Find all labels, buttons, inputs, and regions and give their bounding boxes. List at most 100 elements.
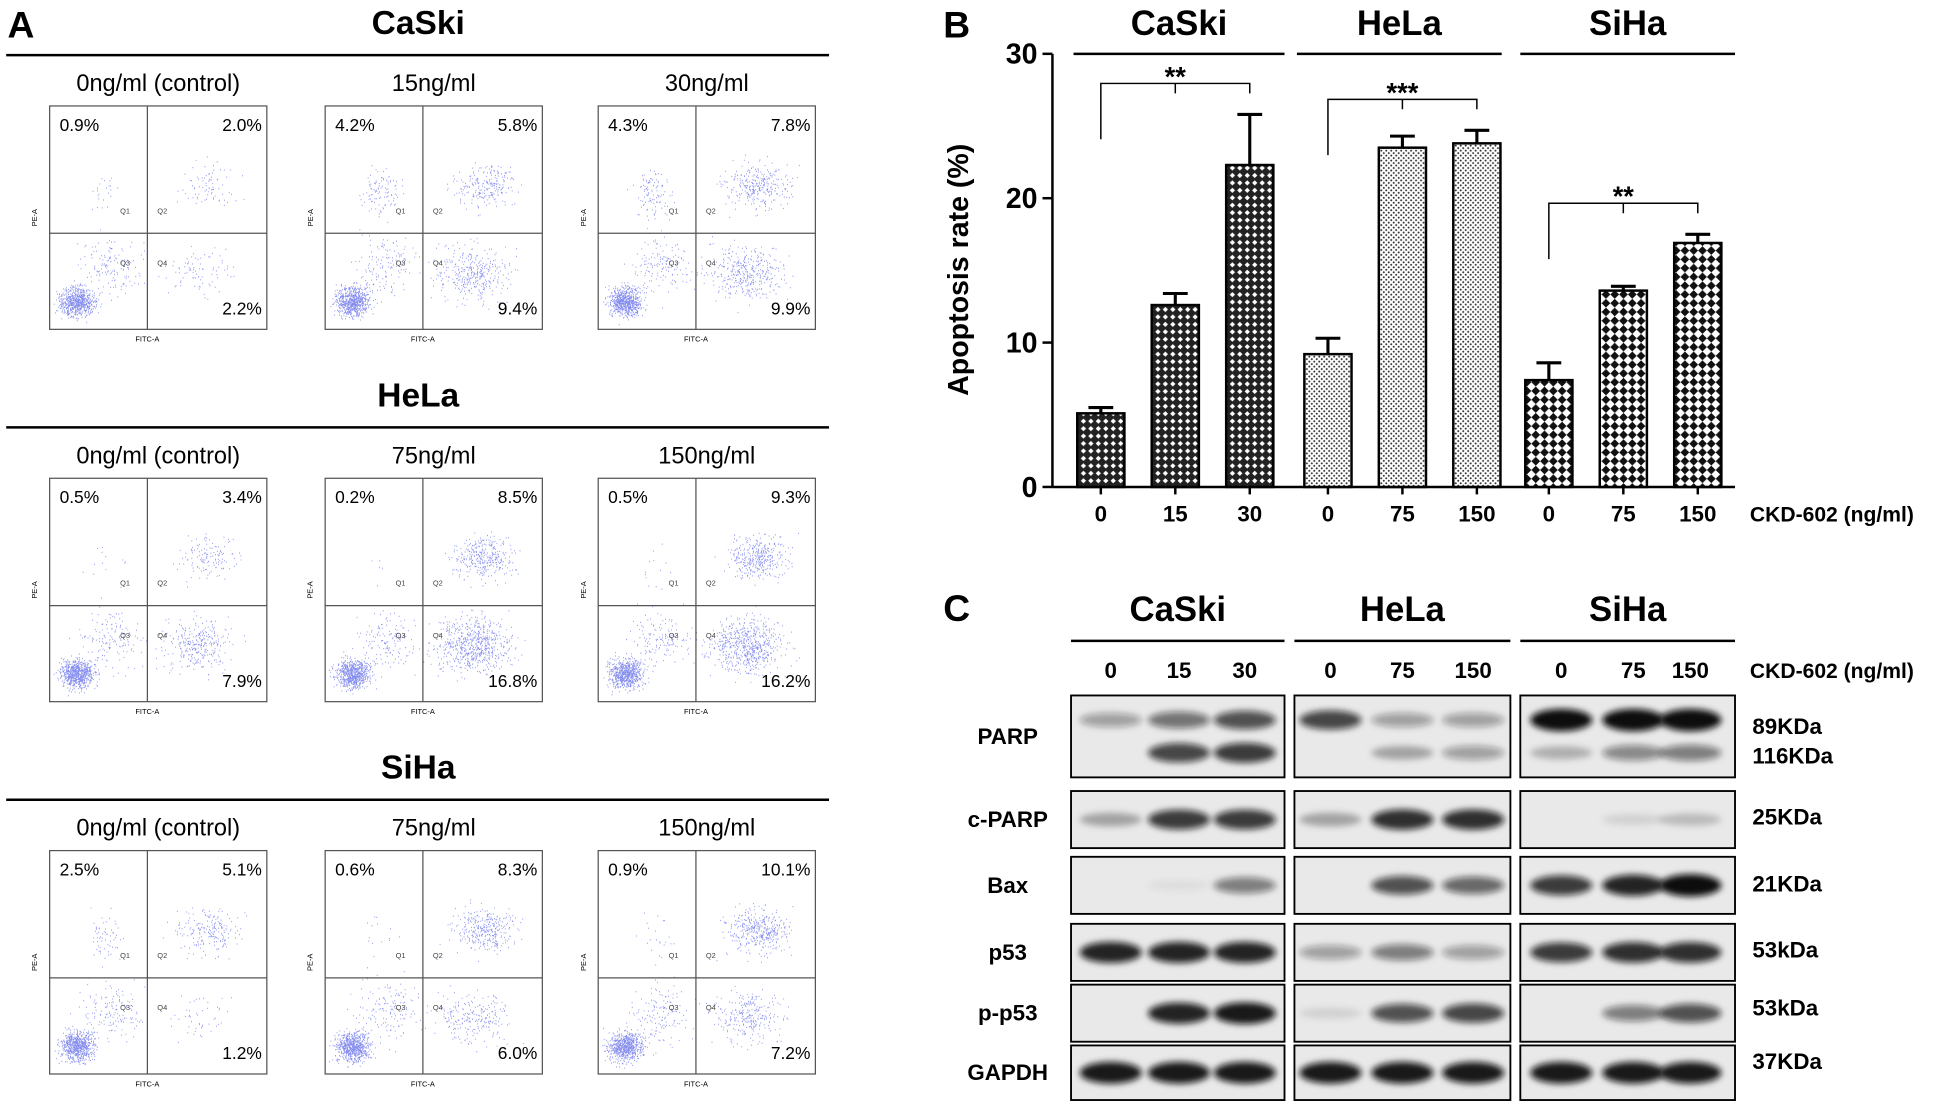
blot-band	[1371, 712, 1434, 728]
scatter-dots	[603, 532, 800, 696]
x-axis-label: FITC-A	[684, 335, 708, 344]
quadrant-label: Q4	[157, 1003, 167, 1012]
y-axis-label: PE-A	[30, 209, 39, 226]
quadrant-label: Q3	[669, 259, 679, 268]
quadrant-label: Q2	[706, 206, 716, 215]
blot-band	[1659, 744, 1722, 761]
quadrant-label: Q3	[396, 259, 406, 268]
bar	[1672, 241, 1723, 489]
plot-frame	[324, 849, 543, 1075]
x-axis-label: FITC-A	[684, 1079, 708, 1088]
protein-label: p-p53	[978, 1001, 1038, 1026]
blot-band	[1079, 712, 1142, 728]
blot-band	[1602, 942, 1665, 963]
dose-label: 0	[1555, 658, 1567, 683]
blot-band	[1371, 1003, 1434, 1023]
dose-label: 150	[1672, 658, 1709, 683]
y-tick-label: 0	[1022, 472, 1038, 504]
blot-band	[1147, 1002, 1211, 1024]
quadrant-percent: 2.5%	[60, 859, 100, 879]
blot-band	[1147, 711, 1211, 729]
bar	[1303, 352, 1353, 489]
x-tick-label: 0	[1095, 502, 1107, 527]
blot-band	[1602, 708, 1665, 732]
y-axis-label: PE-A	[579, 581, 588, 598]
x-tick-label: 150	[1458, 502, 1495, 527]
blot-band	[1442, 945, 1505, 960]
quadrant-percent: 9.4%	[498, 298, 538, 318]
blot-band	[1602, 745, 1665, 761]
group-title: CaSki	[1131, 5, 1228, 43]
dose-label: 150ng/ml	[658, 815, 755, 841]
blot-band	[1299, 1061, 1362, 1084]
y-axis-label: PE-A	[30, 954, 39, 971]
scatter-dots	[329, 899, 525, 1069]
blot-band	[1659, 1061, 1722, 1084]
size-label: 53kDa	[1752, 937, 1818, 962]
quadrant-percent: 0.9%	[608, 859, 648, 879]
protein-label: c-PARP	[968, 807, 1048, 832]
quadrant-percent: 1.2%	[222, 1043, 262, 1063]
bar	[1524, 378, 1574, 489]
dose-label: 0	[1105, 658, 1117, 683]
blot-band	[1213, 1061, 1276, 1084]
plot-frame	[597, 849, 817, 1075]
quadrant-percent: 6.0%	[498, 1043, 538, 1063]
blot-band	[1147, 743, 1211, 763]
x-tick-label: 0	[1543, 502, 1555, 527]
significance-label: **	[1613, 181, 1635, 212]
blot-band	[1659, 942, 1722, 963]
quadrant-percent: 8.5%	[498, 487, 538, 507]
group-title: SiHa	[1589, 591, 1667, 629]
scatter-dots	[53, 533, 246, 697]
cell-line-title: CaSki	[372, 5, 465, 42]
plot-frame	[597, 105, 817, 330]
blot-background	[1519, 694, 1736, 779]
quadrant-percent: 7.8%	[771, 115, 811, 135]
quadrant-label: Q2	[433, 951, 443, 960]
quadrant-label: Q3	[396, 1003, 406, 1012]
bar	[1598, 289, 1649, 489]
blot-band	[1659, 813, 1722, 826]
blot-band	[1079, 941, 1142, 963]
protein-label: p53	[989, 940, 1027, 965]
blot-band	[1213, 1002, 1276, 1025]
quadrant-label: Q4	[433, 259, 443, 268]
quadrant-label: Q1	[120, 951, 130, 960]
quadrant-percent: 0.6%	[335, 859, 375, 879]
blot-band	[1442, 1003, 1505, 1023]
x-axis-label: FITC-A	[411, 1079, 435, 1088]
scatter-dots	[603, 154, 800, 326]
blot-band	[1602, 1005, 1665, 1022]
quadrant-label: Q3	[396, 631, 406, 640]
quadrant-label: Q4	[706, 1003, 716, 1012]
quadrant-percent: 8.3%	[498, 859, 538, 879]
plot-frame	[324, 105, 543, 330]
quadrant-label: Q4	[157, 259, 167, 268]
bar	[1150, 303, 1201, 489]
scatter-dots	[54, 907, 247, 1066]
scatter-dots	[53, 156, 245, 324]
blot-band	[1213, 877, 1276, 894]
scatter-dots	[330, 162, 522, 321]
x-axis-label: FITC-A	[135, 335, 159, 344]
quadrant-label: Q4	[433, 631, 443, 640]
blot-band	[1530, 708, 1593, 732]
bar	[1377, 146, 1428, 489]
dose-label: 0ng/ml (control)	[76, 70, 240, 96]
blot-band	[1371, 745, 1434, 760]
y-axis-label: PE-A	[306, 954, 315, 971]
dose-label: 0ng/ml (control)	[76, 442, 240, 468]
y-tick-label: 30	[1006, 39, 1038, 71]
significance-bracket	[1100, 82, 1251, 140]
dose-label: 30	[1232, 658, 1257, 683]
dose-label: 75ng/ml	[392, 815, 476, 841]
significance-label: **	[1165, 61, 1187, 92]
quadrant-percent: 5.8%	[498, 115, 538, 135]
x-tick-label: 15	[1163, 502, 1188, 527]
quadrant-label: Q2	[157, 206, 167, 215]
blot-band	[1147, 809, 1211, 830]
blot-band	[1530, 1061, 1593, 1084]
plot-frame	[49, 477, 268, 703]
y-axis-label: PE-A	[579, 209, 588, 226]
